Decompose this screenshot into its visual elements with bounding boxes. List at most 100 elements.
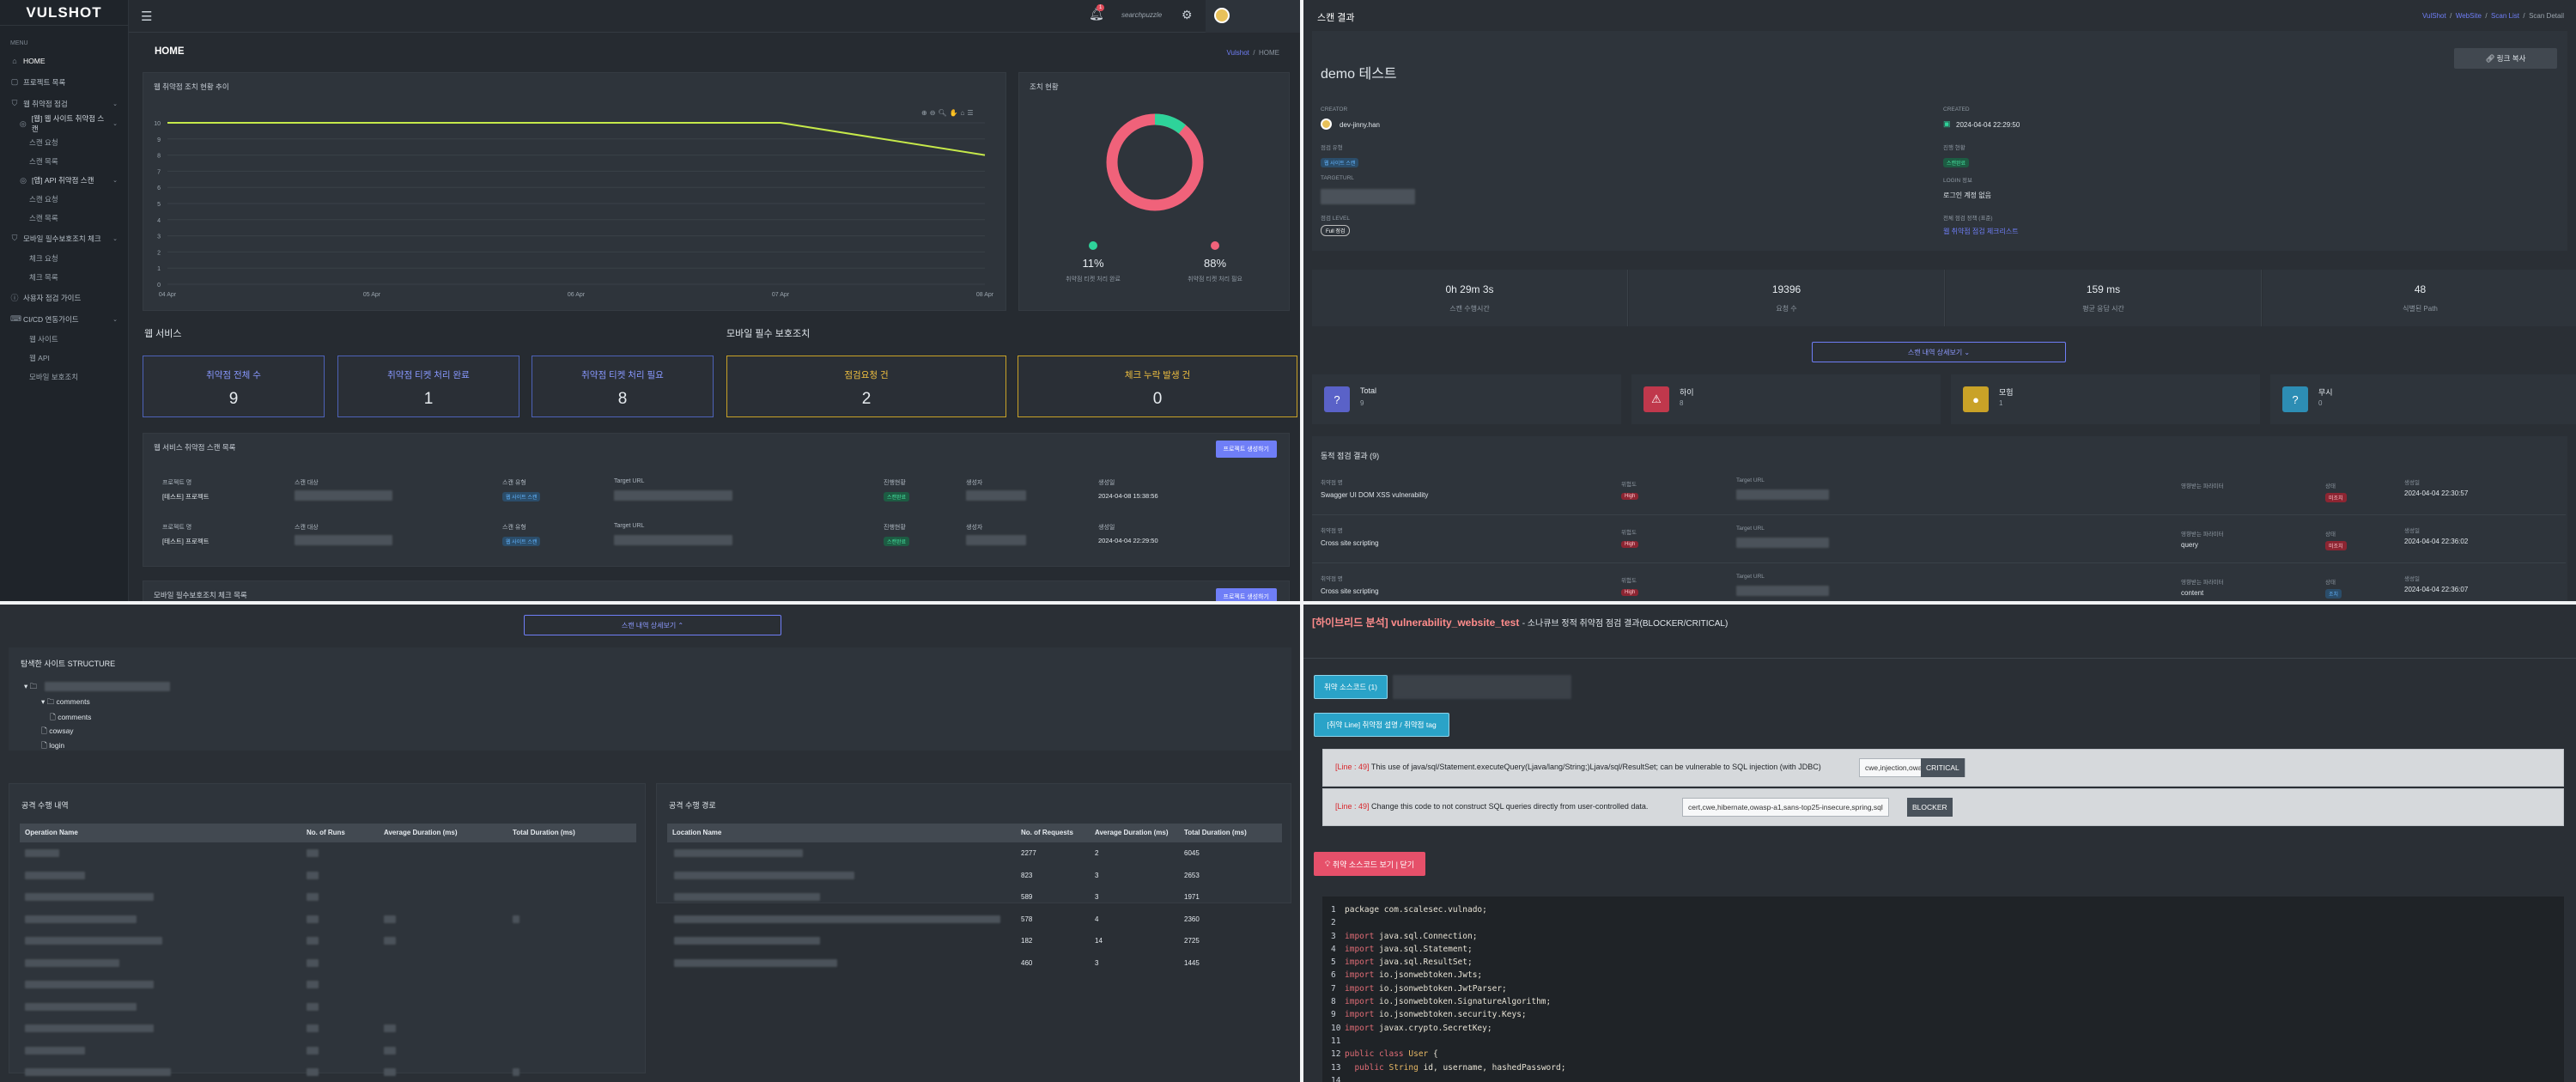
type-chip: 웹 사이트 스캔	[502, 492, 541, 501]
tree-item[interactable]: ▾ 🗀 comments	[41, 697, 90, 709]
table-header-cell: 스캔 유형	[502, 525, 526, 531]
chevron-down-icon: ⌄	[1964, 348, 1971, 356]
severity-name: 무시	[2318, 388, 2333, 397]
sidebar-item[interactable]: ⓘ 사용자 점검 가이드	[0, 287, 128, 308]
card-title: 웹 서비스 취약점 스캔 목록	[154, 443, 236, 452]
sidebar-item[interactable]: 모바일 보호조치	[0, 368, 128, 386]
sidebar-item[interactable]: ◎ [앱] API 취약점 스캔 ⌄	[0, 171, 128, 190]
code-line: 7 import io.jsonwebtoken.JwtParser;	[1331, 982, 2555, 995]
sidebar-item[interactable]: ⛉ 웹 취약점 점검 ⌄	[0, 93, 128, 114]
avg-cell: 3	[1095, 893, 1099, 901]
vuln-line-button[interactable]: [취약 Line] 취약점 설명 / 취약점 tag	[1314, 713, 1449, 737]
sidebar-item[interactable]: 스캔 목록	[0, 209, 128, 228]
sidebar-item[interactable]: 웹 API	[0, 349, 128, 368]
avatar[interactable]	[1214, 8, 1230, 23]
hamburger-menu-icon[interactable]: ☰	[141, 9, 153, 24]
sidebar-item[interactable]: 스캔 목록	[0, 152, 128, 171]
pct-needed: 88%	[1203, 257, 1227, 270]
table-header-cell: 프로젝트 명	[162, 525, 192, 531]
breadcrumb-link[interactable]: WebSite	[2455, 12, 2482, 20]
brand-logo[interactable]: VULSHOT	[0, 0, 128, 26]
gear-icon[interactable]: ⚙	[1182, 8, 1193, 21]
code-line: 9 import io.jsonwebtoken.security.Keys;	[1331, 1008, 2555, 1021]
chart-toolbar[interactable]: ⊕⊖🔍︎✋⌂☰	[921, 109, 976, 117]
code-line: 11	[1331, 1035, 2555, 1048]
severity-card[interactable]: ● 모험 1	[1951, 374, 2260, 424]
severity-count: 1	[1999, 399, 2003, 407]
source-code-button[interactable]: 취약 소스코드 (1)	[1314, 675, 1388, 699]
link-icon: 🔗︎	[2485, 53, 2497, 63]
scan-detail-button[interactable]: 스캔 내역 상세보기 ⌄	[1812, 342, 2066, 362]
copy-link-button[interactable]: 🔗︎ 링크 복사	[2454, 48, 2557, 69]
sidebar-item[interactable]: 체크 목록	[0, 268, 128, 287]
avg-redacted	[384, 1068, 396, 1076]
line-number: 2	[1331, 918, 1336, 928]
sidebar-item[interactable]: 웹 사이트	[0, 330, 128, 349]
col-label: 위험도	[1621, 578, 1637, 584]
tree-item[interactable]: 🗋 login	[41, 741, 64, 753]
code-line: 14	[1331, 1074, 2555, 1082]
topbar: ☰ 🔔︎ 1 searchpuzzle ⚙	[129, 0, 1300, 33]
sidebar-item[interactable]: 체크 요청	[0, 249, 128, 268]
location-redacted	[674, 937, 820, 945]
line-number: 12	[1331, 1049, 1341, 1060]
stat-card: 취약점 티켓 처리 완료 1	[337, 356, 519, 417]
metric-label: 평균 응답 시간	[2082, 305, 2124, 313]
breadcrumb-link[interactable]: Scan List	[2491, 12, 2519, 20]
create-mobile-project-button[interactable]: 프로젝트 생성하기	[1215, 588, 1277, 601]
x-tick-label: 05 Apr	[363, 292, 381, 298]
col-label: 취약점 명	[1321, 528, 1343, 534]
trend-chart-card: 웹 취약점 조치 현황 추이 ⊕⊖🔍︎✋⌂☰ 0 1 2 3 4 5 6 7 8 9 10 04 Ap…	[143, 72, 1006, 311]
sidebar-item[interactable]: ◎ [웹] 웹 사이트 취약점 스캔 ⌄	[0, 114, 128, 133]
code-line: 6 import io.jsonwebtoken.Jwts;	[1331, 969, 2555, 982]
req-cell: 823	[1021, 871, 1033, 879]
table-header-cell: 스캔 유형	[502, 480, 526, 486]
mobile-list-card: 모바일 필수보호조치 체크 목록 프로젝트 생성하기	[143, 581, 1290, 601]
line-number: 7	[1331, 983, 1336, 994]
avg-cell: 2	[1095, 849, 1099, 857]
tree-item[interactable]: 🗋 comments	[50, 713, 91, 725]
sidebar-item-label: 스캔 목록	[29, 157, 58, 166]
tree-root[interactable]: ▾ 🗀	[24, 682, 37, 694]
stat-card: 체크 누락 발생 건 0	[1018, 356, 1297, 417]
policy-link[interactable]: 웹 취약점 점검 체크리스트	[1943, 228, 2019, 235]
question-icon: ?	[1324, 386, 1350, 412]
code-viewer[interactable]: 1 package com.scalesec.vulnado; 2 3 import j…	[1322, 897, 2564, 1082]
sidebar-item[interactable]: 스캔 요청	[0, 133, 128, 152]
severity-card[interactable]: ⚠ 하이 8	[1631, 374, 1941, 424]
breadcrumb: VulShot / WebSite / Scan List / Scan Det…	[2421, 12, 2564, 20]
table-header-cell: 생성일	[1098, 480, 1115, 486]
toggle-source-button[interactable]: 💡︎ 취약 소스코드 보기 | 닫기	[1314, 852, 1425, 876]
result-row[interactable]: 취약점 명 위험도 Target URL 영향받는 파라미터 상태 생성일 Cross si…	[1312, 519, 2566, 563]
sidebar-item[interactable]: ⌨ CI/CD 연동가이드 ⌄	[0, 308, 128, 330]
create-project-button[interactable]: 프로젝트 생성하기	[1215, 441, 1277, 458]
file-icon: 🗋	[50, 713, 58, 721]
breadcrumb-link[interactable]: VulShot	[2421, 12, 2446, 20]
col-label: 위험도	[1621, 482, 1637, 488]
y-tick-label: 6	[157, 185, 161, 191]
target-redacted	[1736, 538, 1829, 548]
location-redacted	[674, 893, 820, 901]
severity-card[interactable]: ? 무시 0	[2270, 374, 2576, 424]
tree-item[interactable]: 🗋 cowsay	[41, 726, 74, 739]
donut-slice-needed	[1106, 113, 1204, 211]
scan-detail-button-2[interactable]: 스캔 내역 상세보기 ⌃	[524, 615, 781, 635]
creator-redacted	[966, 490, 1026, 501]
sidebar-item[interactable]: 스캔 요청	[0, 190, 128, 209]
severity-card[interactable]: ? Total 9	[1312, 374, 1621, 424]
line-number: 3	[1331, 931, 1336, 941]
severity-count: 9	[1360, 399, 1364, 407]
sidebar-item[interactable]: ▢ 프로젝트 목록	[0, 71, 128, 93]
card-title: 웹 취약점 조치 현황 추이	[154, 82, 229, 91]
result-row[interactable]: 취약점 명 위험도 Target URL 영향받는 파라미터 상태 생성일 Cross si…	[1312, 567, 2566, 601]
header-cell: No. of Requests	[1021, 829, 1073, 836]
result-row[interactable]: 취약점 명 위험도 Target URL 영향받는 파라미터 상태 생성일 Swagger …	[1312, 471, 2566, 515]
sidebar-item-label: 체크 요청	[29, 254, 58, 263]
x-tick-label: 07 Apr	[772, 292, 790, 298]
breadcrumb-link[interactable]: Vulshot	[1226, 49, 1249, 57]
code-token: import	[1345, 957, 1375, 968]
title-suffix: - 소나큐브 정적 취약점 점검 결과(BLOCKER/CRITICAL)	[1522, 619, 1728, 629]
sidebar-item[interactable]: ⛉ 모바일 필수보호조치 체크 ⌄	[0, 228, 128, 249]
line-number: 9	[1331, 1010, 1336, 1020]
sidebar-item[interactable]: ⌂ HOME	[0, 50, 128, 71]
